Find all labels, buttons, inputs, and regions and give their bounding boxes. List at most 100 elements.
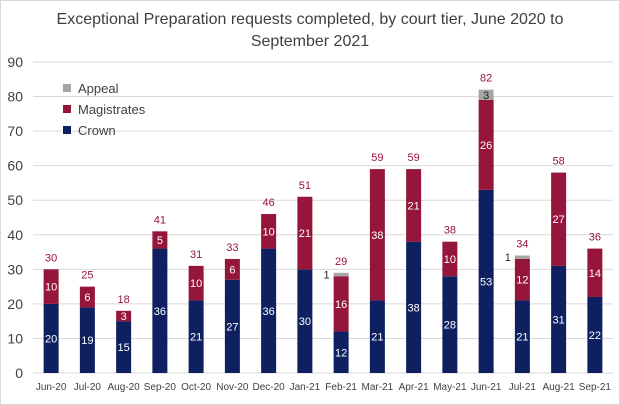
bar-crown-jun-21 xyxy=(478,189,494,373)
total-label-feb-21: 29 xyxy=(335,256,347,268)
data-label-magistrates-may-21: 10 xyxy=(444,254,456,266)
total-label-jun-21: 82 xyxy=(480,73,492,85)
y-tick-label-50: 50 xyxy=(7,192,23,208)
total-label-may-21: 38 xyxy=(444,225,456,237)
data-label-magistrates-jan-21: 21 xyxy=(299,228,311,240)
data-label-crown-jul-21: 21 xyxy=(516,332,528,344)
y-tick-label-60: 60 xyxy=(7,158,23,174)
data-label-appeal-feb-21: 1 xyxy=(324,270,330,282)
data-label-magistrates-feb-21: 16 xyxy=(335,299,347,311)
total-label-sep-21: 36 xyxy=(589,232,601,244)
data-label-magistrates-jun-20: 10 xyxy=(45,282,57,294)
total-label-jul-20: 25 xyxy=(81,270,93,282)
bar-crown-aug-20 xyxy=(116,321,132,373)
x-tick-label-dec-20: Dec-20 xyxy=(253,382,286,393)
bar-crown-jan-21 xyxy=(297,269,313,373)
legend-label-magistrates: Magistrates xyxy=(78,102,146,117)
x-tick-label-feb-21: Feb-21 xyxy=(325,382,357,393)
total-label-jun-20: 30 xyxy=(45,252,57,264)
bar-magistrates-feb-21 xyxy=(333,276,349,332)
x-tick-label-sep-20: Sep-20 xyxy=(144,382,177,393)
bar-magistrates-nov-20 xyxy=(224,258,240,280)
data-label-crown-feb-21: 12 xyxy=(335,347,347,359)
y-tick-label-10: 10 xyxy=(7,330,23,346)
data-label-magistrates-oct-20: 10 xyxy=(190,278,202,290)
x-tick-label-aug-20: Aug-20 xyxy=(108,382,141,393)
total-label-aug-20: 18 xyxy=(118,294,130,306)
data-label-magistrates-jun-21: 26 xyxy=(480,140,492,152)
y-tick-label-90: 90 xyxy=(7,54,23,70)
data-label-crown-mar-21: 21 xyxy=(371,332,383,344)
total-label-oct-20: 31 xyxy=(190,249,202,261)
total-label-apr-21: 59 xyxy=(408,152,420,164)
data-label-crown-sep-21: 22 xyxy=(589,330,601,342)
total-label-dec-20: 46 xyxy=(263,197,275,209)
total-label-jan-21: 51 xyxy=(299,180,311,192)
data-label-appeal-jun-21: 3 xyxy=(483,90,489,102)
x-tick-label-may-21: May-21 xyxy=(433,382,467,393)
bar-crown-oct-20 xyxy=(188,300,204,373)
x-tick-label-mar-21: Mar-21 xyxy=(362,382,394,393)
data-label-crown-may-21: 28 xyxy=(444,320,456,332)
data-label-crown-dec-20: 36 xyxy=(263,306,275,318)
bar-crown-sep-20 xyxy=(152,248,168,373)
bar-crown-jul-21 xyxy=(514,300,530,373)
bar-magistrates-sep-21 xyxy=(587,248,603,297)
y-tick-label-0: 0 xyxy=(15,365,23,381)
data-label-magistrates-apr-21: 21 xyxy=(408,200,420,212)
bar-magistrates-may-21 xyxy=(442,241,458,277)
data-label-crown-jan-21: 30 xyxy=(299,316,311,328)
data-label-crown-aug-21: 31 xyxy=(553,314,565,326)
x-tick-label-jul-21: Jul-21 xyxy=(509,382,537,393)
bar-magistrates-aug-21 xyxy=(551,172,567,266)
data-label-magistrates-dec-20: 10 xyxy=(263,226,275,238)
bar-crown-jun-20 xyxy=(43,303,59,373)
total-label-mar-21: 59 xyxy=(371,152,383,164)
bar-magistrates-jun-21 xyxy=(478,100,494,190)
bar-crown-mar-21 xyxy=(369,300,385,373)
bar-appeal-jun-21 xyxy=(478,89,494,101)
data-label-appeal-jul-21: 1 xyxy=(505,252,511,264)
y-tick-label-30: 30 xyxy=(7,261,23,277)
data-label-magistrates-jul-20: 6 xyxy=(84,292,90,304)
data-label-crown-aug-20: 15 xyxy=(118,342,130,354)
data-label-crown-apr-21: 38 xyxy=(408,302,420,314)
x-tick-label-apr-21: Apr-21 xyxy=(399,382,429,393)
x-tick-label-aug-21: Aug-21 xyxy=(543,382,576,393)
bar-crown-feb-21 xyxy=(333,331,349,373)
legend-swatch-crown xyxy=(63,126,71,134)
bar-magistrates-jul-21 xyxy=(514,258,530,301)
chart-title-line-1: Exceptional Preparation requests complet… xyxy=(56,11,564,28)
data-label-crown-nov-20: 27 xyxy=(226,321,238,333)
bar-magistrates-mar-21 xyxy=(369,169,385,301)
data-label-magistrates-jul-21: 12 xyxy=(516,275,528,287)
total-label-aug-21: 58 xyxy=(553,156,565,168)
legend-label-crown: Crown xyxy=(78,123,116,138)
total-label-nov-20: 33 xyxy=(226,242,238,254)
chart-title: Exceptional Preparation requests complet… xyxy=(1,9,619,53)
y-tick-label-40: 40 xyxy=(7,227,23,243)
x-tick-label-jun-21: Jun-21 xyxy=(471,382,502,393)
total-label-jul-21: 34 xyxy=(516,239,528,251)
bar-appeal-jul-21 xyxy=(514,255,530,259)
x-tick-label-sep-21: Sep-21 xyxy=(579,382,612,393)
x-tick-label-jan-21: Jan-21 xyxy=(290,382,321,393)
x-tick-label-oct-20: Oct-20 xyxy=(181,382,211,393)
bar-crown-jul-20 xyxy=(79,307,95,373)
legend-label-appeal: Appeal xyxy=(78,81,119,96)
data-label-crown-sep-20: 36 xyxy=(154,306,166,318)
bar-crown-sep-21 xyxy=(587,296,603,373)
data-label-magistrates-sep-20: 5 xyxy=(157,235,163,247)
bar-magistrates-jul-20 xyxy=(79,286,95,308)
bar-crown-aug-21 xyxy=(551,265,567,373)
bar-crown-nov-20 xyxy=(224,279,240,373)
y-tick-label-70: 70 xyxy=(7,123,23,139)
bar-magistrates-aug-20 xyxy=(116,310,132,322)
x-tick-label-nov-20: Nov-20 xyxy=(216,382,249,393)
bar-crown-may-21 xyxy=(442,276,458,373)
x-tick-label-jun-20: Jun-20 xyxy=(36,382,67,393)
data-label-magistrates-aug-21: 27 xyxy=(553,214,565,226)
legend-swatch-magistrates xyxy=(63,105,71,113)
